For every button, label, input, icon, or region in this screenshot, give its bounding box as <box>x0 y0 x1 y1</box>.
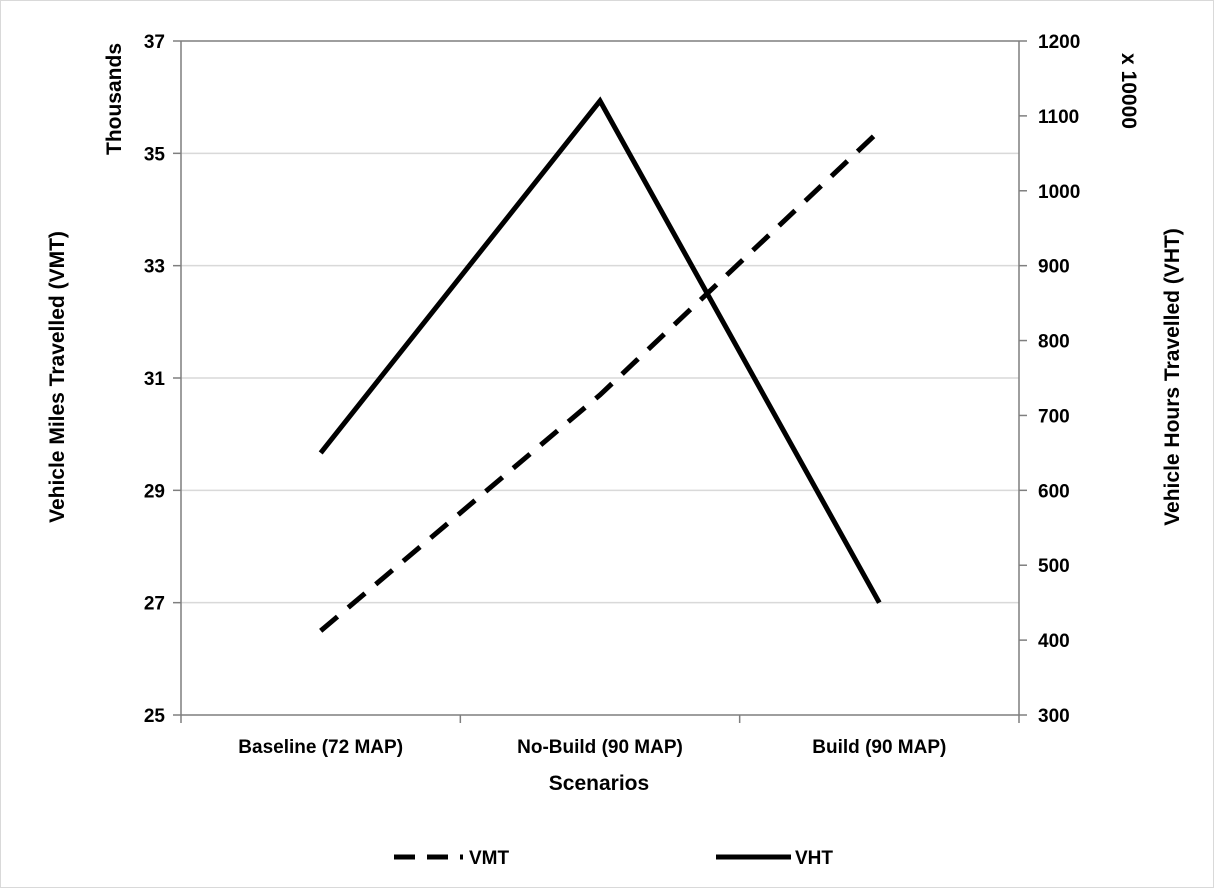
x-tick-label: Baseline (72 MAP) <box>238 737 403 758</box>
right-tick-label: 400 <box>1038 631 1070 652</box>
left-tick-label: 27 <box>144 594 165 615</box>
x-axis-ticks: Baseline (72 MAP) No-Build (90 MAP) Build … <box>180 715 1020 758</box>
x-tick-label: No-Build (90 MAP) <box>517 737 683 758</box>
right-tick-label: 700 <box>1038 406 1070 427</box>
right-axis-title: Vehicle Hours Travelled (VHT) <box>1161 228 1184 526</box>
left-tick-label: 37 <box>144 32 165 53</box>
left-axis-unit: Thousands <box>103 43 126 155</box>
right-tick-label: 500 <box>1038 556 1070 577</box>
left-tick-label: 35 <box>144 144 166 165</box>
series-line-vmt <box>319 129 882 633</box>
right-tick-label: 900 <box>1038 257 1070 278</box>
legend-vht-label: VHT <box>795 848 833 869</box>
legend-vmt-label: VMT <box>469 848 510 869</box>
left-tick-label: 33 <box>144 257 165 278</box>
left-axis-title: Vehicle Miles Travelled (VMT) <box>46 231 69 523</box>
right-tick-label: 800 <box>1038 332 1070 353</box>
legend: VMT VHT <box>394 848 833 869</box>
left-tick-label: 31 <box>144 369 166 390</box>
x-tick-label: Build (90 MAP) <box>812 737 946 758</box>
right-tick-label: 600 <box>1038 481 1070 502</box>
series-line-vht <box>318 96 882 604</box>
series-lines <box>318 96 882 633</box>
left-tick-label: 25 <box>144 706 166 727</box>
left-tick-label: 29 <box>144 481 165 502</box>
right-axis-unit: x 10000 <box>1117 53 1140 129</box>
left-axis-ticks: 25 27 29 31 33 35 37 <box>144 32 181 727</box>
right-tick-label: 300 <box>1038 706 1070 727</box>
right-tick-label: 1000 <box>1038 182 1080 203</box>
gridlines <box>181 152 1019 604</box>
right-tick-label: 1100 <box>1038 107 1079 128</box>
right-tick-label: 1200 <box>1038 32 1080 53</box>
x-axis-title: Scenarios <box>549 772 649 795</box>
right-axis-ticks: 300 400 500 600 700 800 900 1000 1100 1200 <box>1019 32 1080 727</box>
